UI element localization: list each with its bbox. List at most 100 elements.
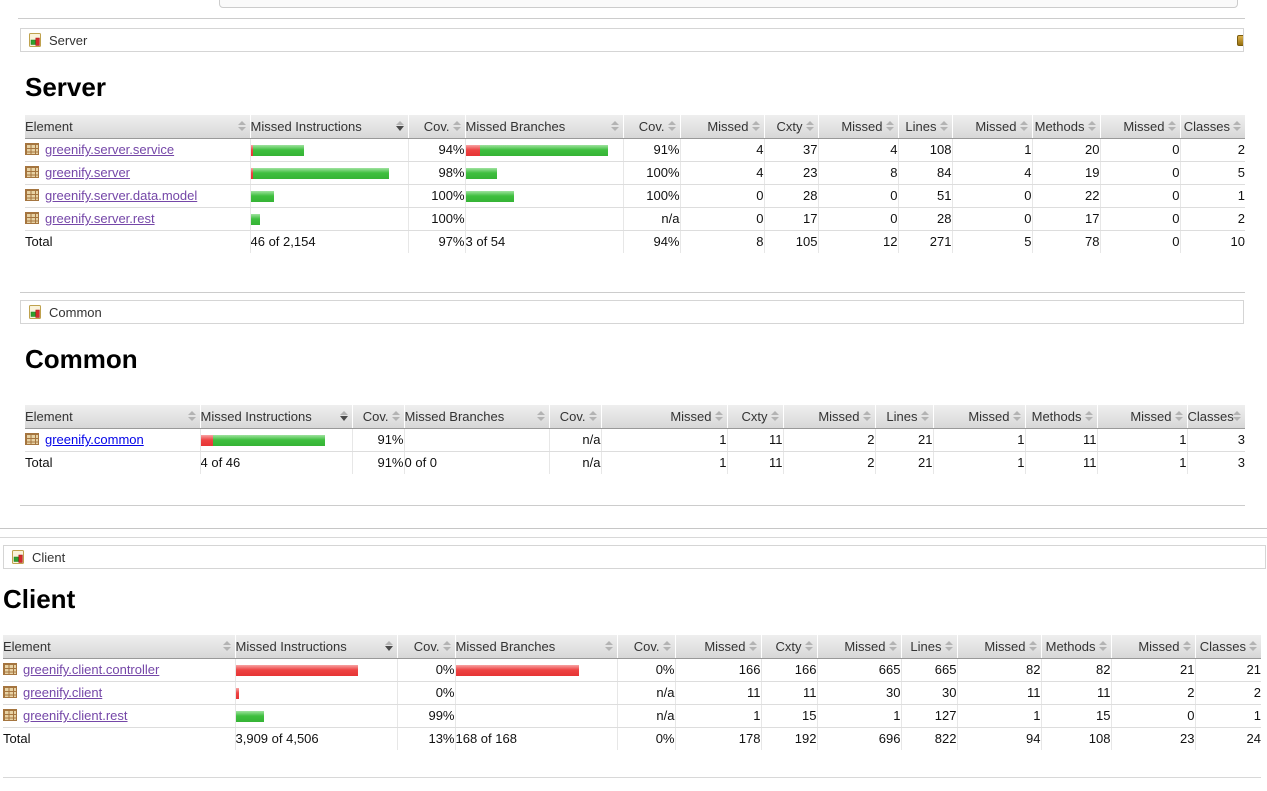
column-header-lines[interactable]: Lines — [900, 635, 957, 659]
column-header-element[interactable]: Element — [25, 405, 200, 429]
cxty: 17 — [763, 207, 818, 231]
column-header-cov[interactable]: Cov. — [616, 635, 675, 659]
instructions-coverage: 0% — [396, 681, 455, 705]
column-header-missed-branches[interactable]: Missed Branches — [454, 635, 617, 659]
table-row: greenify.server.data.model 100% 100% 0 2… — [25, 184, 1245, 208]
package-link[interactable]: greenify.server — [45, 165, 131, 180]
column-header-missed[interactable]: Missed — [816, 635, 901, 659]
sort-icon — [920, 411, 930, 422]
column-header-classes[interactable]: Classes — [1194, 635, 1261, 659]
column-header-missed[interactable]: Missed — [679, 115, 764, 139]
missed-branches-bar — [454, 658, 617, 682]
sort-icon — [1098, 641, 1108, 652]
total-missed-classes: 23 — [1110, 727, 1195, 750]
missed-methods: 0 — [951, 184, 1032, 208]
sort-icon — [1028, 641, 1038, 652]
column-header-classes[interactable]: Classes — [1186, 405, 1245, 429]
lines: 127 — [900, 704, 957, 728]
column-header-missed-instructions[interactable]: Missed Instructions — [199, 405, 352, 429]
column-header-cov[interactable]: Cov. — [548, 405, 601, 429]
header-row: Element Missed Instructions Cov. Missed … — [25, 405, 1245, 429]
total-methods: 78 — [1031, 230, 1100, 253]
lines: 21 — [874, 428, 933, 452]
column-header-missed[interactable]: Missed — [674, 635, 761, 659]
page-title-client: Client — [3, 584, 76, 614]
column-header-missed[interactable]: Missed — [817, 115, 898, 139]
total-cxty: 192 — [760, 727, 817, 750]
total-missed-classes: 0 — [1099, 230, 1180, 253]
column-header-methods[interactable]: Methods — [1040, 635, 1111, 659]
sort-icon — [1019, 121, 1029, 132]
classes: 5 — [1179, 161, 1245, 185]
missed-branches-bar — [454, 704, 617, 728]
column-header-classes[interactable]: Classes — [1179, 115, 1245, 139]
package-link[interactable]: greenify.client — [23, 685, 103, 700]
sort-icon — [536, 411, 546, 422]
column-header-cxty[interactable]: Cxty — [763, 115, 818, 139]
branches-coverage: n/a — [548, 428, 601, 452]
total-missed-methods: 5 — [951, 230, 1032, 253]
sort-icon — [1167, 121, 1177, 132]
column-header-element[interactable]: Element — [3, 635, 235, 659]
column-header-lines[interactable]: Lines — [897, 115, 952, 139]
missed-cxty: 4 — [679, 161, 764, 185]
package-icon — [3, 686, 17, 698]
column-header-cov[interactable]: Cov. — [351, 405, 404, 429]
column-header-missed-branches[interactable]: Missed Branches — [464, 115, 623, 139]
sort-icon — [452, 121, 462, 132]
missed-instructions-bar — [234, 681, 397, 705]
column-header-cxty[interactable]: Cxty — [760, 635, 817, 659]
header-row: Element Missed Instructions Cov. Missed … — [3, 635, 1261, 659]
missed-methods: 82 — [956, 658, 1041, 682]
column-header-missed-instructions[interactable]: Missed Instructions — [249, 115, 408, 139]
branches-coverage: n/a — [616, 681, 675, 705]
branches-coverage: 91% — [622, 138, 680, 162]
package-link[interactable]: greenify.common — [45, 432, 144, 447]
column-header-methods[interactable]: Methods — [1031, 115, 1100, 139]
sort-icon — [714, 411, 724, 422]
package-link[interactable]: greenify.server.rest — [45, 211, 155, 226]
sessions-icon[interactable] — [1237, 35, 1243, 46]
missed-classes: 0 — [1099, 138, 1180, 162]
sort-icon — [888, 641, 898, 652]
report-group-icon — [29, 33, 41, 47]
column-header-missed[interactable]: Missed — [951, 115, 1032, 139]
sort-icon — [748, 641, 758, 652]
classes: 3 — [1186, 428, 1245, 452]
missed-classes: 2 — [1110, 681, 1195, 705]
column-header-cov[interactable]: Cov. — [622, 115, 680, 139]
package-icon — [25, 166, 39, 178]
missed-methods: 1 — [932, 428, 1025, 452]
column-header-cxty[interactable]: Cxty — [726, 405, 783, 429]
lines: 665 — [900, 658, 957, 682]
package-icon — [25, 433, 39, 445]
column-header-methods[interactable]: Methods — [1024, 405, 1097, 429]
column-header-missed[interactable]: Missed — [956, 635, 1041, 659]
sort-icon — [770, 411, 780, 422]
package-link[interactable]: greenify.server.service — [45, 142, 175, 157]
package-link[interactable]: greenify.client.controller — [23, 662, 160, 677]
total-lines: 822 — [900, 727, 957, 750]
column-header-lines[interactable]: Lines — [874, 405, 933, 429]
package-link[interactable]: greenify.client.rest — [23, 708, 128, 723]
column-header-missed-branches[interactable]: Missed Branches — [403, 405, 549, 429]
classes: 21 — [1194, 658, 1261, 682]
total-instructions-coverage: 91% — [351, 451, 404, 474]
column-header-missed[interactable]: Missed — [1110, 635, 1195, 659]
methods: 82 — [1040, 658, 1111, 682]
column-header-missed[interactable]: Missed — [1099, 115, 1180, 139]
column-header-missed[interactable]: Missed — [600, 405, 727, 429]
missed-classes: 21 — [1110, 658, 1195, 682]
total-missed-cxty: 1 — [600, 451, 727, 474]
column-header-missed[interactable]: Missed — [782, 405, 875, 429]
sort-icon — [1174, 411, 1184, 422]
column-header-cov[interactable]: Cov. — [407, 115, 465, 139]
column-header-element[interactable]: Element — [25, 115, 250, 139]
total-instructions: 4 of 46 — [199, 451, 352, 474]
column-header-missed-instructions[interactable]: Missed Instructions — [234, 635, 397, 659]
column-header-cov[interactable]: Cov. — [396, 635, 455, 659]
column-header-missed[interactable]: Missed — [1096, 405, 1187, 429]
missed-classes: 0 — [1099, 184, 1180, 208]
column-header-missed[interactable]: Missed — [932, 405, 1025, 429]
package-link[interactable]: greenify.server.data.model — [45, 188, 198, 203]
